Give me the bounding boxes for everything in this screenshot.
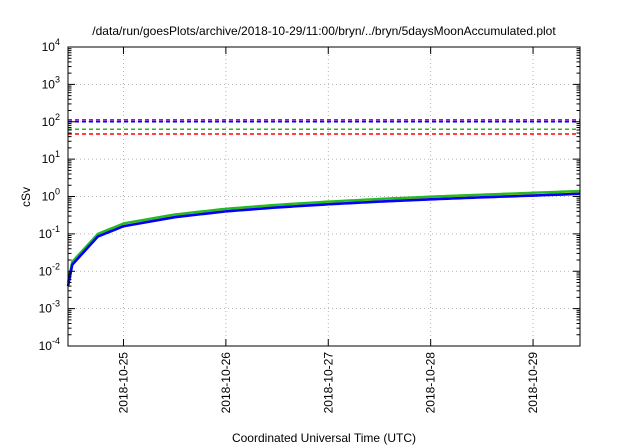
y-tick-label: 101 (42, 149, 60, 166)
x-tick-label: 2018-10-26 (219, 352, 233, 414)
y-tick-label: 103 (42, 74, 60, 91)
y-tick-label: 10-4 (39, 336, 60, 353)
x-tick-label: 2018-10-28 (424, 352, 438, 414)
y-axis-label: cSv (19, 187, 33, 207)
x-tick-label: 2018-10-29 (526, 352, 540, 414)
y-tick-label: 100 (42, 187, 60, 204)
y-tick-label: 10-1 (39, 224, 60, 241)
threshold-lines (68, 119, 580, 135)
y-tick-label: 104 (42, 37, 60, 54)
series-line (66, 191, 581, 287)
x-tick-label: 2018-10-27 (321, 352, 335, 414)
y-tick-label: 10-3 (39, 299, 60, 316)
x-ticks: 2018-10-25 2018-10-26 2018-10-27 2018-10-28… (116, 47, 540, 413)
y-tick-label: 102 (42, 112, 60, 129)
x-axis-label: Coordinated Universal Time (UTC) (232, 431, 416, 445)
x-tick-label: 2018-10-25 (116, 352, 130, 414)
series-group (66, 189, 581, 287)
series-line (66, 189, 581, 283)
chart-title: /data/run/goesPlots/archive/2018-10-29/1… (92, 24, 556, 38)
y-tick-label: 10-2 (39, 261, 60, 278)
series-line (66, 192, 581, 287)
y-ticks: 10-4 10-3 10-2 10-1 100 101 102 103 104 (39, 37, 580, 353)
